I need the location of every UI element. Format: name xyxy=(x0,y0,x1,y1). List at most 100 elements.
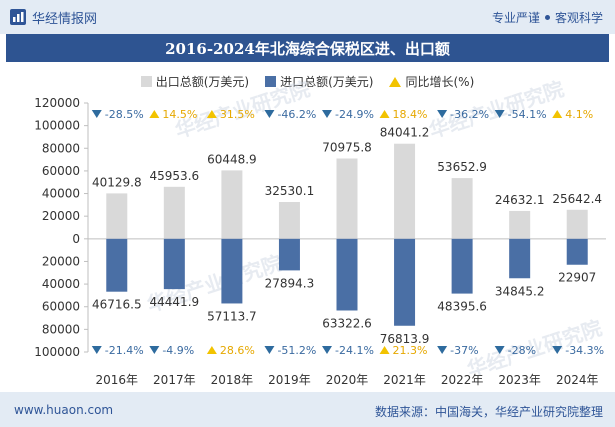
slogan-dot-icon xyxy=(544,15,550,20)
import-value-label: 57113.7 xyxy=(207,309,257,323)
y-tick-label: 60000 xyxy=(42,164,80,178)
export-growth-label: -46.2% xyxy=(277,108,316,121)
import-growth-label: -21.4% xyxy=(105,344,144,357)
x-category-label: 2017年 xyxy=(153,373,196,387)
import-growth-label: -37% xyxy=(450,344,478,357)
export-value-label: 84041.2 xyxy=(380,126,430,140)
export-bar xyxy=(394,143,416,239)
slogan: 专业严谨 客观科学 xyxy=(492,9,603,26)
chart-title: 2016-2024年北海综合保税区进、出口额 xyxy=(6,34,609,62)
x-category-label: 2023年 xyxy=(498,373,541,387)
export-growth-down-icon xyxy=(91,110,102,118)
export-growth-down-icon xyxy=(437,110,448,118)
y-tick-label: 40000 xyxy=(42,277,80,291)
import-growth-up-icon xyxy=(206,346,217,354)
y-tick-label: 100000 xyxy=(34,345,80,359)
import-bar xyxy=(221,238,243,304)
import-growth-label: 21.3% xyxy=(393,344,428,357)
import-value-label: 34845.2 xyxy=(495,284,545,298)
export-value-label: 70975.8 xyxy=(322,140,372,154)
y-tick-label: 20000 xyxy=(42,254,80,268)
export-growth-down-icon xyxy=(264,110,275,118)
export-bar xyxy=(566,209,588,239)
export-bar xyxy=(163,186,185,239)
export-bar xyxy=(221,170,243,239)
x-category-label: 2021年 xyxy=(383,373,426,387)
y-tick-label: 40000 xyxy=(42,187,80,201)
export-bar xyxy=(336,158,358,239)
export-bar xyxy=(509,210,531,239)
export-growth-down-icon xyxy=(494,110,505,118)
data-source: 数据来源：中国海关，华经产业研究院整理 xyxy=(374,405,603,419)
export-growth-label: -28.5% xyxy=(105,108,144,121)
export-bar xyxy=(451,178,473,239)
import-growth-down-icon xyxy=(552,346,563,354)
import-growth-down-icon xyxy=(264,346,275,354)
import-value-label: 27894.3 xyxy=(265,276,315,290)
import-growth-up-icon xyxy=(379,346,390,354)
import-growth-label: -24.1% xyxy=(335,344,374,357)
import-value-label: 63322.6 xyxy=(322,316,372,330)
bottom-banner: www.huaon.com 数据来源：中国海关，华经产业研究院整理 xyxy=(0,392,615,427)
x-category-label: 2020年 xyxy=(326,373,369,387)
import-growth-down-icon xyxy=(149,346,160,354)
legend-item-import: 进口总额(万美元) xyxy=(265,73,373,90)
legend-label-growth: 同比增长(%) xyxy=(405,75,475,89)
import-growth-label: 28.6% xyxy=(220,344,255,357)
export-value-label: 25642.4 xyxy=(552,192,602,206)
import-value-label: 76813.9 xyxy=(380,332,430,346)
import-value-label: 22907 xyxy=(558,271,596,285)
export-value-label: 40129.8 xyxy=(92,175,142,189)
import-growth-label: -4.9% xyxy=(162,344,194,357)
export-growth-up-icon xyxy=(379,110,390,118)
export-value-label: 60448.9 xyxy=(207,152,257,166)
y-tick-label: 80000 xyxy=(42,322,80,336)
slogan-left: 专业严谨 xyxy=(491,11,540,25)
export-value-label: 53652.9 xyxy=(437,160,487,174)
brand-logo-icon xyxy=(10,9,26,25)
export-growth-label: 4.1% xyxy=(565,108,593,121)
import-growth-down-icon xyxy=(91,346,102,354)
legend-label-export: 出口总额(万美元) xyxy=(155,75,250,89)
y-tick-label: 0 xyxy=(72,232,80,246)
legend-swatch-export xyxy=(140,76,152,87)
import-bar xyxy=(451,238,473,294)
up-triangle-icon xyxy=(389,76,402,87)
import-growth-label: -28% xyxy=(508,344,536,357)
import-growth-label: -51.2% xyxy=(277,344,316,357)
import-bar xyxy=(566,238,588,265)
import-bar xyxy=(394,238,416,326)
import-value-label: 48395.6 xyxy=(437,300,487,314)
legend-item-growth: 同比增长(%) xyxy=(389,73,474,90)
x-category-label: 2016年 xyxy=(96,373,139,387)
slogan-right: 客观科学 xyxy=(554,11,603,25)
export-growth-up-icon xyxy=(149,110,160,118)
y-tick-label: 20000 xyxy=(42,209,80,223)
import-growth-label: -34.3% xyxy=(565,344,604,357)
brand-name: 华经情报网 xyxy=(32,11,98,27)
x-category-label: 2019年 xyxy=(268,373,311,387)
import-bar xyxy=(509,238,531,279)
export-bar xyxy=(106,193,128,239)
website-link[interactable]: www.huaon.com xyxy=(14,403,114,417)
export-value-label: 24632.1 xyxy=(495,193,545,207)
export-growth-up-icon xyxy=(206,110,217,118)
legend-swatch-import xyxy=(265,76,277,87)
y-tick-label: 60000 xyxy=(42,300,80,314)
chart-legend: 出口总额(万美元) 进口总额(万美元) 同比增长(%) xyxy=(0,73,615,90)
x-category-label: 2022年 xyxy=(441,373,484,387)
brand: 华经情报网 xyxy=(10,8,98,27)
import-growth-down-icon xyxy=(322,346,332,354)
legend-label-import: 进口总额(万美元) xyxy=(280,75,374,89)
export-growth-label: 18.4% xyxy=(393,108,428,121)
legend-item-export: 出口总额(万美元) xyxy=(140,73,250,90)
import-bar xyxy=(163,238,185,290)
import-value-label: 44441.9 xyxy=(150,295,200,309)
import-bar xyxy=(336,238,358,311)
export-growth-label: -24.9% xyxy=(335,108,374,121)
import-growth-down-icon xyxy=(437,346,448,354)
export-growth-label: 14.5% xyxy=(162,108,197,121)
x-category-label: 2024年 xyxy=(556,373,599,387)
export-bar xyxy=(278,202,300,239)
export-growth-label: -54.1% xyxy=(508,108,547,121)
